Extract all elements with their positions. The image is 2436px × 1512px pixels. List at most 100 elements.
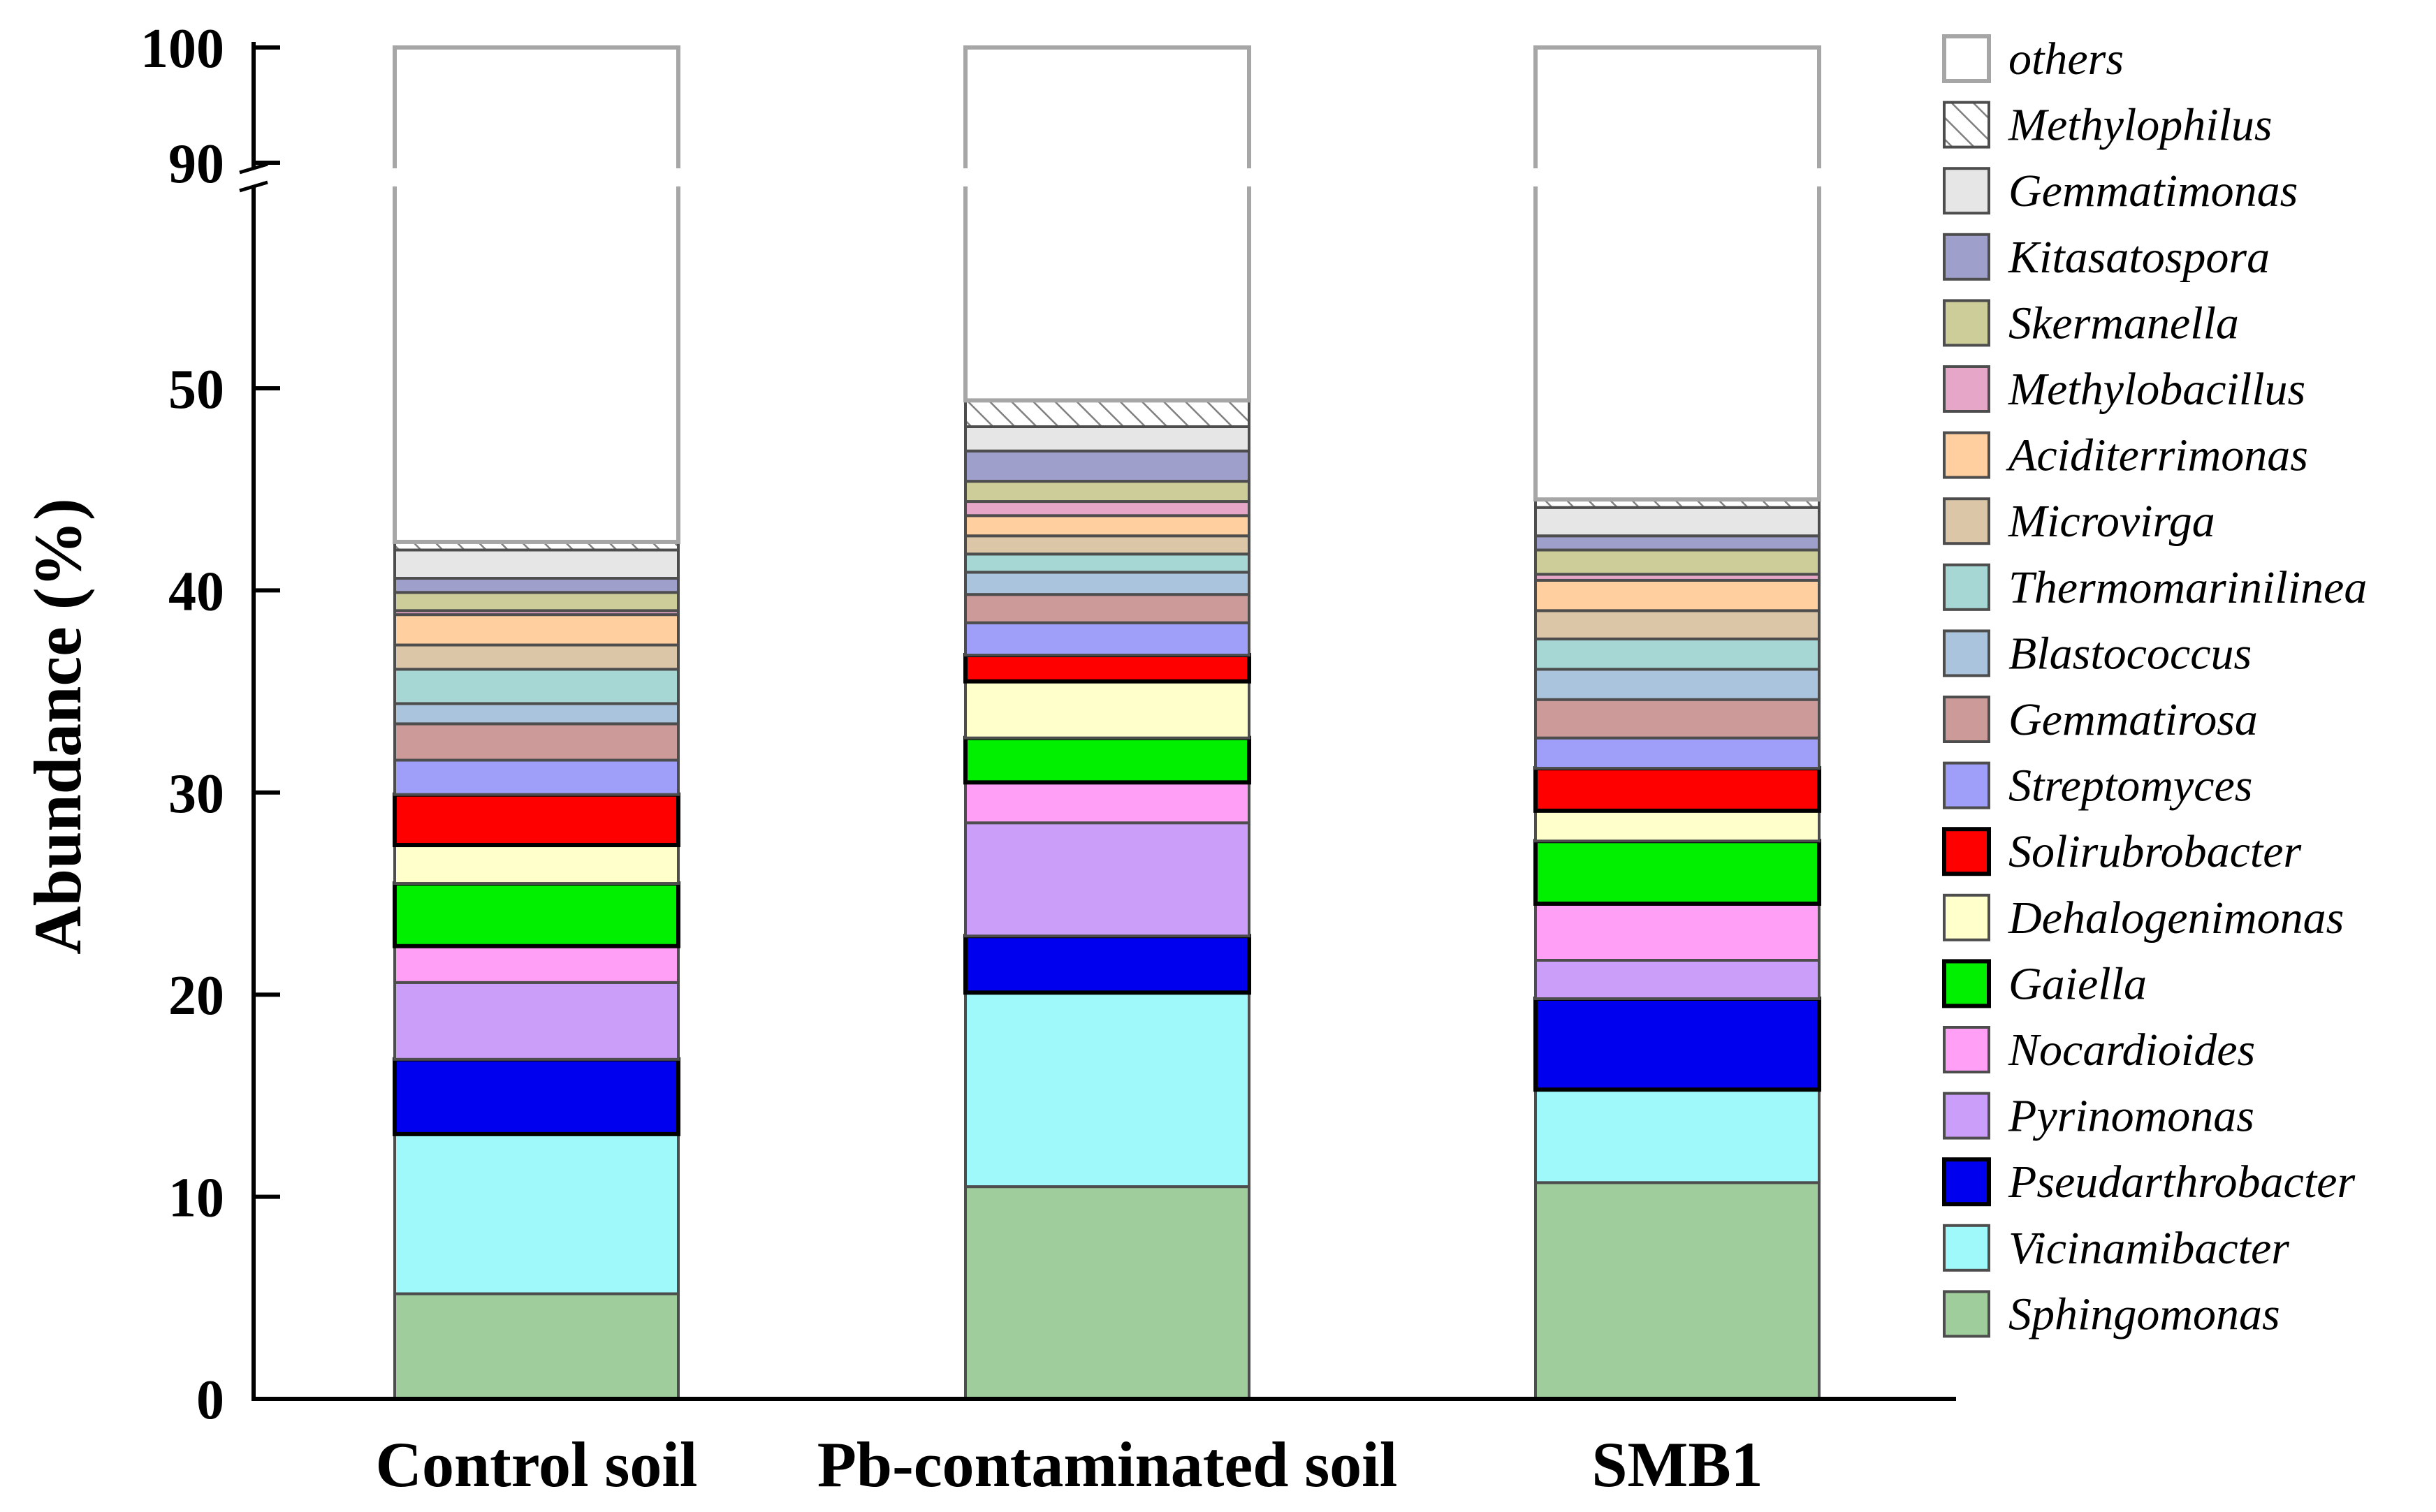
- bar-segment-pyrinomonas-1: [964, 821, 1250, 938]
- bar-segment-thermomarinilinea-1: [964, 552, 1250, 574]
- bar-segment-streptomyces-0: [393, 758, 680, 796]
- legend-label-skermanella: Skermanella: [2008, 298, 2239, 348]
- legend-swatch-gaiella: [1942, 959, 1991, 1008]
- legend-swatch-kitasatospora: [1943, 233, 1990, 281]
- axis-break-mark-bottom: [239, 180, 268, 193]
- legend-label-vicinamibacter: Vicinamibacter: [2008, 1223, 2289, 1274]
- bar-segment-vicinamibacter-1: [964, 991, 1250, 1189]
- legend-label-aciditerrimonas: Aciditerrimonas: [2006, 430, 2308, 481]
- bar-segment-gaiella-1: [963, 735, 1251, 785]
- bar-segment-sphingomonas-1: [964, 1185, 1250, 1400]
- legend-label-others: others: [2008, 34, 2124, 85]
- legend: others Methylophilus Gemmatimonas Kitasatos…: [1942, 34, 2367, 1339]
- legend-swatch-nocardioides: [1943, 1026, 1990, 1073]
- bar-segment-pseudarthrobacter-1: [963, 934, 1251, 995]
- bar-segment-microvirga-2: [1534, 609, 1821, 640]
- bar-segment-vicinamibacter-2: [1534, 1088, 1821, 1184]
- bar-segment-aciditerrimonas-1: [964, 514, 1250, 538]
- legend-swatch-methylophilus: [1943, 101, 1990, 149]
- bar-segment-gemmatimonas-1: [964, 425, 1250, 453]
- x-category-label-2: SMB1: [1591, 1429, 1763, 1500]
- bar-break-gap-1: [960, 168, 1255, 186]
- y-tick-label-100: 100: [140, 18, 224, 80]
- bar-segment-methylophilus-1: [964, 399, 1250, 428]
- legend-label-dehalogenimonas: Dehalogenimonas: [2008, 893, 2344, 944]
- bar-segment-others-0: [393, 45, 680, 544]
- legend-label-methylophilus: Methylophilus: [2008, 100, 2273, 151]
- bar-segment-aciditerrimonas-0: [393, 613, 680, 647]
- bar-segment-microvirga-1: [964, 534, 1250, 556]
- bar-segment-sphingomonas-2: [1534, 1181, 1821, 1401]
- bar-segment-gaiella-2: [1533, 839, 1821, 906]
- legend-label-solirubrobacter: Solirubrobacter: [2008, 826, 2302, 877]
- legend-label-gemmatirosa: Gemmatirosa: [2008, 694, 2258, 745]
- legend-label-gemmatimonas: Gemmatimonas: [2008, 166, 2298, 216]
- legend-swatch-thermomarinilinea: [1943, 563, 1990, 611]
- legend-label-gaiella: Gaiella: [2008, 958, 2147, 1009]
- bar-segment-others-2: [1533, 45, 1821, 502]
- bar-segment-skermanella-0: [393, 591, 680, 612]
- bar-segment-dehalogenimonas-1: [964, 680, 1250, 740]
- bar-segment-nocardioides-1: [964, 781, 1250, 825]
- legend-label-thermomarinilinea: Thermomarinilinea: [2008, 562, 2367, 613]
- y-tick-label-0: 0: [196, 1370, 224, 1431]
- y-tick-label-40: 40: [168, 561, 224, 622]
- legend-label-pseudarthrobacter: Pseudarthrobacter: [2008, 1157, 2355, 1208]
- legend-label-nocardioides: Nocardioides: [2008, 1025, 2255, 1076]
- legend-swatch-aciditerrimonas: [1943, 431, 1990, 479]
- bar-segment-skermanella-2: [1534, 548, 1821, 576]
- legend-swatch-blastococcus: [1943, 629, 1990, 677]
- bar-segment-solirubrobacter-2: [1533, 766, 1821, 813]
- y-tick-label-50: 50: [168, 359, 224, 420]
- bar-segment-aciditerrimonas-2: [1534, 578, 1821, 612]
- bar-segment-others-1: [963, 45, 1251, 403]
- bar-segment-kitasatospora-2: [1534, 534, 1821, 552]
- bar-segment-gaiella-0: [393, 881, 680, 948]
- bar-segment-methylobacillus-1: [964, 500, 1250, 518]
- legend-swatch-pseudarthrobacter: [1942, 1157, 1991, 1207]
- bar-break-gap-0: [389, 168, 684, 186]
- bar-segment-gemmatimonas-0: [393, 548, 680, 580]
- bar-segment-pyrinomonas-2: [1534, 959, 1821, 1000]
- bar-segment-dehalogenimonas-0: [393, 844, 680, 886]
- legend-label-methylobacillus: Methylobacillus: [2008, 364, 2305, 415]
- bar-segment-solirubrobacter-0: [393, 792, 680, 848]
- bar-segment-thermomarinilinea-2: [1534, 637, 1821, 671]
- bar-segment-sphingomonas-0: [393, 1292, 680, 1400]
- legend-swatch-gemmatirosa: [1943, 696, 1990, 743]
- legend-swatch-pyrinomonas: [1943, 1092, 1990, 1140]
- ticks-layer: 0 10 20 30 40 50 90 100: [140, 18, 280, 1431]
- bar-break-gap-2: [1530, 168, 1825, 186]
- bar-segment-pseudarthrobacter-2: [1533, 996, 1821, 1092]
- bar-segment-pyrinomonas-0: [393, 981, 680, 1061]
- y-tick-label-10: 10: [168, 1168, 224, 1229]
- bar-segment-kitasatospora-1: [964, 449, 1250, 483]
- bar-segment-pseudarthrobacter-0: [393, 1057, 680, 1136]
- legend-label-kitasatospora: Kitasatospora: [2008, 232, 2270, 283]
- legend-swatch-skermanella: [1943, 299, 1990, 347]
- legend-swatch-gemmatimonas: [1943, 167, 1990, 215]
- x-category-label-0: Control soil: [376, 1429, 698, 1500]
- legend-label-pyrinomonas: Pyrinomonas: [2008, 1091, 2254, 1142]
- legend-swatch-solirubrobacter: [1942, 827, 1991, 876]
- legend-swatch-streptomyces: [1943, 761, 1990, 809]
- bar-segment-nocardioides-0: [393, 944, 680, 984]
- bar-segment-kitasatospora-0: [393, 577, 680, 594]
- legend-swatch-sphingomonas: [1943, 1290, 1990, 1338]
- y-tick-label-90: 90: [168, 133, 224, 195]
- legend-label-blastococcus: Blastococcus: [2008, 628, 2252, 679]
- bar-segment-gemmatimonas-2: [1534, 506, 1821, 538]
- bar-segment-blastococcus-1: [964, 571, 1250, 596]
- bar-segment-streptomyces-2: [1534, 736, 1821, 770]
- bar-segment-microvirga-0: [393, 643, 680, 671]
- bars-layer: [389, 45, 1825, 1401]
- legend-swatch-vicinamibacter: [1943, 1224, 1990, 1272]
- x-category-label-1: Pb-contaminated soil: [817, 1429, 1398, 1500]
- legend-swatch-methylobacillus: [1943, 365, 1990, 413]
- bar-segment-nocardioides-2: [1534, 902, 1821, 962]
- category-labels-layer: Control soil Pb-contaminated soil SMB1: [376, 1429, 1763, 1500]
- bar-segment-dehalogenimonas-2: [1534, 809, 1821, 843]
- bar-segment-thermomarinilinea-0: [393, 668, 680, 705]
- legend-label-microvirga: Microvirga: [2008, 496, 2215, 547]
- legend-swatch-dehalogenimonas: [1943, 893, 1990, 941]
